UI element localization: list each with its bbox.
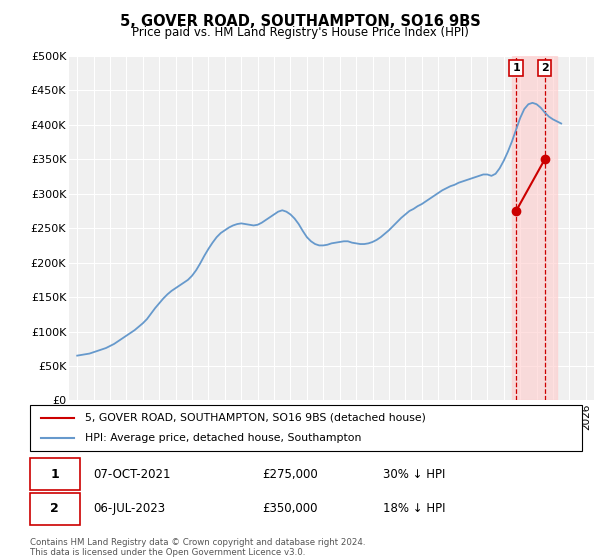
Text: 5, GOVER ROAD, SOUTHAMPTON, SO16 9BS: 5, GOVER ROAD, SOUTHAMPTON, SO16 9BS — [119, 14, 481, 29]
FancyBboxPatch shape — [30, 458, 80, 490]
Text: £350,000: £350,000 — [262, 502, 317, 515]
FancyBboxPatch shape — [30, 405, 582, 451]
Text: 18% ↓ HPI: 18% ↓ HPI — [383, 502, 446, 515]
FancyBboxPatch shape — [30, 493, 80, 525]
Text: 06-JUL-2023: 06-JUL-2023 — [94, 502, 166, 515]
Bar — [512, 56, 557, 400]
Text: 2: 2 — [541, 63, 548, 73]
Text: HPI: Average price, detached house, Southampton: HPI: Average price, detached house, Sout… — [85, 433, 362, 443]
Text: 30% ↓ HPI: 30% ↓ HPI — [383, 468, 446, 480]
Text: Price paid vs. HM Land Registry's House Price Index (HPI): Price paid vs. HM Land Registry's House … — [131, 26, 469, 39]
Text: Contains HM Land Registry data © Crown copyright and database right 2024.
This d: Contains HM Land Registry data © Crown c… — [30, 538, 365, 557]
Text: 1: 1 — [512, 63, 520, 73]
Text: 1: 1 — [50, 468, 59, 480]
Text: 5, GOVER ROAD, SOUTHAMPTON, SO16 9BS (detached house): 5, GOVER ROAD, SOUTHAMPTON, SO16 9BS (de… — [85, 413, 426, 423]
Text: 07-OCT-2021: 07-OCT-2021 — [94, 468, 171, 480]
Text: £275,000: £275,000 — [262, 468, 317, 480]
Text: 2: 2 — [50, 502, 59, 515]
